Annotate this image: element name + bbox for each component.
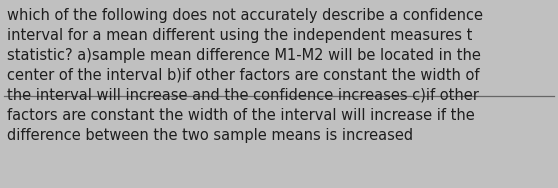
- Text: which of the following does not accurately describe a confidence
interval for a : which of the following does not accurate…: [7, 8, 483, 143]
